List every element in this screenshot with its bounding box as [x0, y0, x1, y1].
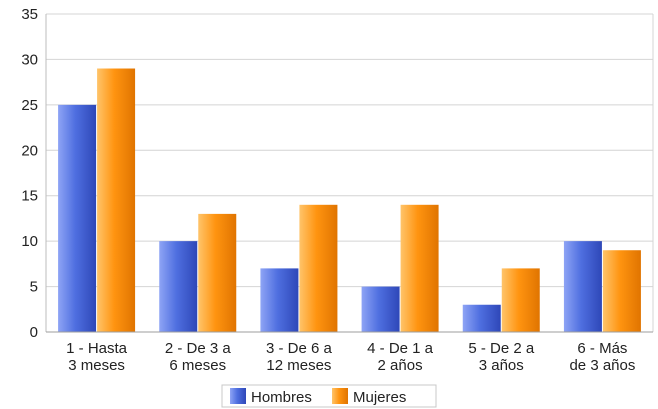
y-axis: 0 5 10 15 20 25 30 35	[21, 6, 38, 341]
bar-mujeres-5	[501, 268, 540, 332]
legend-swatch-hombres	[230, 388, 246, 404]
x-tick-label: 3 - De 6 a	[266, 340, 333, 357]
y-tick-label: 20	[21, 142, 38, 159]
bar-hombres-6	[563, 241, 602, 332]
bar-mujeres-1	[97, 68, 136, 332]
bar-hombres-1	[58, 104, 97, 332]
bar-hombres-3	[260, 268, 299, 332]
bar-mujeres-3	[299, 204, 338, 332]
bar-mujeres-4	[400, 204, 439, 332]
x-tick-label: 1 - Hasta	[66, 340, 128, 357]
y-tick-label: 15	[21, 188, 38, 205]
bar-hombres-5	[462, 304, 501, 332]
y-tick-label: 35	[21, 6, 38, 23]
legend-swatch-mujeres	[332, 388, 348, 404]
legend-label-hombres: Hombres	[251, 389, 312, 406]
bar-hombres-2	[159, 241, 198, 332]
x-tick-label: 6 - Más	[577, 340, 627, 357]
x-tick-label: 5 - De 2 a	[468, 340, 535, 357]
legend: Hombres Mujeres	[221, 384, 437, 408]
gridlines	[45, 13, 654, 333]
y-tick-label: 10	[21, 233, 38, 250]
x-tick-label: de 3 años	[569, 357, 635, 374]
y-tick-label: 30	[21, 51, 38, 68]
bar-hombres-4	[361, 286, 400, 332]
legend-label-mujeres: Mujeres	[353, 389, 406, 406]
x-tick-label: 12 meses	[266, 357, 331, 374]
x-tick-label: 3 meses	[68, 357, 125, 374]
bar-mujeres-2	[198, 213, 237, 332]
x-tick-label: 2 años	[378, 357, 423, 374]
x-tick-label: 4 - De 1 a	[367, 340, 434, 357]
y-tick-label: 0	[30, 324, 38, 341]
y-tick-label: 25	[21, 97, 38, 114]
x-tick-label: 6 meses	[169, 357, 226, 374]
x-tick-label: 3 años	[479, 357, 524, 374]
x-tick-label: 2 - De 3 a	[165, 340, 232, 357]
legend-box	[221, 384, 437, 408]
y-tick-label: 5	[30, 279, 38, 296]
bars	[58, 68, 641, 332]
bar-mujeres-6	[602, 250, 641, 332]
